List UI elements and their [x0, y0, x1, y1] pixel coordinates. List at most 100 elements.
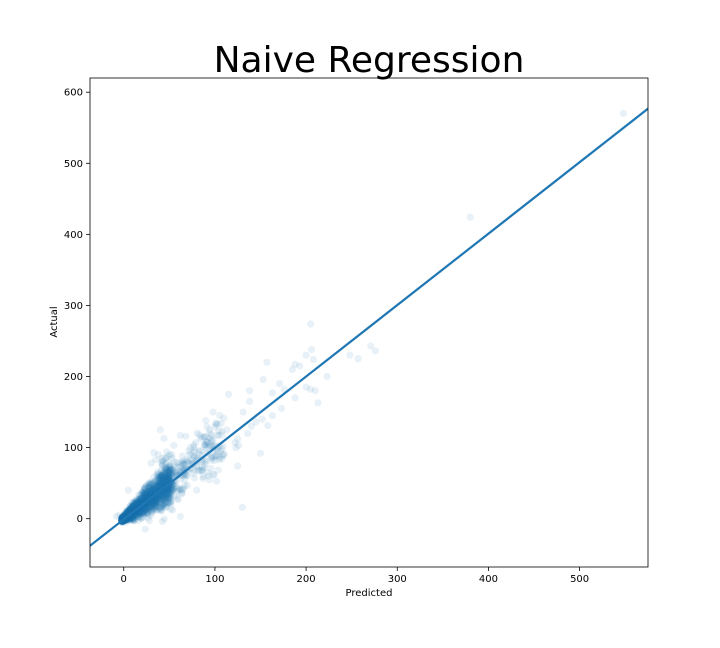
data-point	[146, 488, 154, 496]
data-point	[133, 500, 141, 508]
data-point	[126, 505, 134, 514]
data-point	[147, 511, 155, 519]
data-point	[166, 484, 174, 492]
data-point	[137, 508, 146, 516]
data-point	[160, 476, 169, 484]
data-point	[144, 491, 152, 499]
data-point	[155, 475, 163, 483]
data-point	[186, 444, 194, 452]
data-point	[234, 462, 242, 470]
data-point	[164, 492, 172, 500]
data-point	[158, 502, 166, 510]
data-point	[152, 476, 161, 484]
data-point	[132, 495, 140, 503]
data-point	[148, 487, 156, 495]
data-point	[137, 495, 145, 503]
data-point	[202, 417, 210, 425]
data-point	[161, 489, 169, 497]
data-point	[152, 482, 160, 490]
data-point	[162, 463, 170, 471]
data-point	[130, 513, 138, 521]
x-tick-label: 100	[205, 574, 224, 585]
data-point	[164, 490, 172, 498]
data-point	[149, 487, 157, 495]
data-point	[145, 483, 153, 491]
data-point	[165, 468, 173, 476]
data-point	[154, 496, 162, 504]
data-point	[152, 499, 160, 507]
data-point	[132, 501, 140, 509]
data-point	[144, 490, 152, 498]
data-point	[146, 486, 154, 494]
data-point	[159, 471, 167, 479]
data-point	[135, 496, 143, 504]
data-point	[164, 486, 172, 494]
data-point	[161, 495, 169, 504]
data-point	[160, 473, 168, 481]
data-point	[354, 355, 362, 363]
data-point	[165, 493, 173, 501]
data-point	[130, 498, 138, 506]
data-point	[132, 497, 141, 505]
data-point	[161, 498, 169, 506]
data-point	[152, 499, 160, 507]
data-point	[134, 499, 142, 507]
data-point	[151, 497, 159, 505]
data-point	[156, 493, 164, 501]
data-point	[199, 473, 207, 481]
data-point	[142, 509, 150, 517]
data-point	[158, 474, 166, 482]
data-point	[140, 508, 148, 516]
data-point	[168, 486, 176, 494]
data-point	[141, 493, 149, 501]
data-point	[138, 489, 146, 497]
data-point	[143, 504, 151, 512]
data-point	[145, 488, 153, 496]
data-point	[132, 501, 140, 509]
data-point	[150, 498, 158, 506]
data-point	[130, 512, 138, 520]
data-point	[152, 500, 160, 508]
data-point	[162, 470, 170, 478]
data-point	[161, 500, 170, 509]
data-point	[160, 434, 168, 442]
data-point	[166, 491, 174, 500]
data-point	[154, 493, 162, 502]
data-point	[135, 498, 143, 506]
data-point	[133, 499, 141, 508]
data-point	[141, 492, 149, 500]
data-point	[166, 462, 174, 470]
data-point	[153, 471, 161, 479]
data-point	[155, 479, 163, 488]
data-point	[149, 484, 157, 492]
y-axis-label: Actual	[49, 306, 60, 337]
data-point	[158, 503, 166, 511]
data-point	[129, 514, 137, 522]
data-point	[136, 495, 145, 503]
data-point	[160, 494, 168, 502]
data-point	[142, 488, 150, 496]
data-point	[147, 505, 155, 513]
data-point	[161, 478, 169, 486]
data-point	[159, 494, 167, 502]
data-point	[133, 499, 141, 507]
data-point	[130, 503, 138, 511]
data-point	[124, 507, 132, 515]
data-point	[157, 480, 165, 488]
data-point	[163, 448, 171, 456]
data-point	[132, 499, 140, 507]
data-point	[145, 484, 153, 492]
data-point	[163, 493, 171, 501]
data-point	[160, 482, 168, 490]
data-point	[149, 498, 157, 506]
data-point	[155, 482, 163, 490]
data-point	[166, 497, 175, 505]
data-point	[140, 507, 148, 515]
data-point	[158, 461, 166, 469]
data-point	[162, 475, 170, 484]
data-point	[144, 487, 152, 495]
data-point	[163, 467, 171, 475]
data-point	[147, 501, 155, 509]
data-point	[164, 475, 173, 483]
data-point	[164, 474, 172, 482]
